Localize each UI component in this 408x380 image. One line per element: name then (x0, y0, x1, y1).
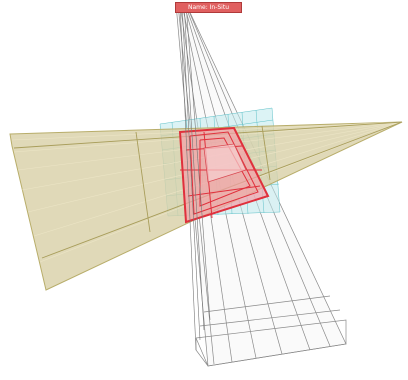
vertical-plane-front-lines (179, 3, 211, 351)
mode-badge: Name: In-Situ (175, 2, 242, 13)
selection-highlight (178, 126, 270, 224)
